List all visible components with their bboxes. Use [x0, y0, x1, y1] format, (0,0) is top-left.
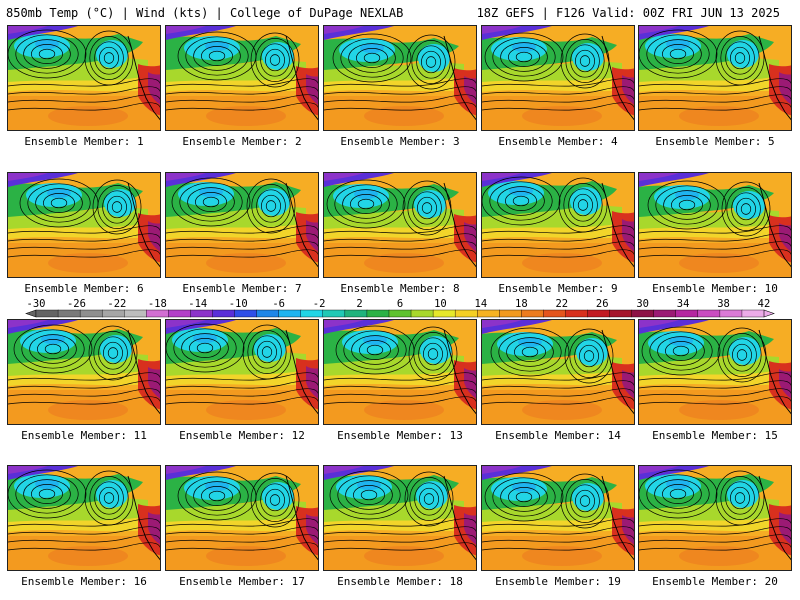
- temperature-colorbar: -30 -26 -22 -18 -14 -10 -6 -2 2 6 10 14 18 22 26 30 34 38…: [0, 296, 800, 322]
- colorbar-segment: [654, 310, 676, 317]
- colorbar-segment: [411, 310, 433, 317]
- ensemble-member-label: Ensemble Member: 4: [481, 135, 635, 149]
- ensemble-member-label: Ensemble Member: 7: [165, 282, 319, 296]
- colorbar-right-arrow: [764, 310, 774, 317]
- colorbar-segment: [632, 310, 654, 317]
- colorbar-left-arrow: [26, 310, 36, 317]
- ensemble-map-panel: [165, 465, 319, 571]
- ensemble-member-label: Ensemble Member: 19: [481, 575, 635, 589]
- colorbar-segment: [676, 310, 698, 317]
- colorbar-tick-label: 38: [717, 298, 730, 310]
- colorbar-tick-label: -22: [107, 298, 126, 310]
- ensemble-member-label: Ensemble Member: 11: [7, 429, 161, 443]
- colorbar-segment: [588, 310, 610, 317]
- colorbar-segment: [742, 310, 764, 317]
- colorbar-tick-label: 34: [677, 298, 690, 310]
- colorbar-segment: [455, 310, 477, 317]
- ensemble-map-panel: [7, 25, 161, 131]
- colorbar-segment: [477, 310, 499, 317]
- colorbar-segment: [543, 310, 565, 317]
- ensemble-map-panel: [323, 465, 477, 571]
- ensemble-map-panel: [638, 465, 792, 571]
- ensemble-member-label: Ensemble Member: 13: [323, 429, 477, 443]
- colorbar-tick-label: 14: [475, 298, 488, 310]
- model-run-info: 18Z GEFS | F126 Valid: 00Z FRI JUN 13 20…: [477, 5, 780, 21]
- ensemble-member-label: Ensemble Member: 14: [481, 429, 635, 443]
- ensemble-map-panel: [7, 319, 161, 425]
- colorbar-segment: [720, 310, 742, 317]
- ensemble-member-label: Ensemble Member: 1: [7, 135, 161, 149]
- colorbar-segment: [168, 310, 190, 317]
- colorbar-segment: [367, 310, 389, 317]
- ensemble-map-panel: [638, 319, 792, 425]
- colorbar-segment: [698, 310, 720, 317]
- ensemble-member-label: Ensemble Member: 10: [638, 282, 792, 296]
- ensemble-member-label: Ensemble Member: 9: [481, 282, 635, 296]
- colorbar-segment: [389, 310, 411, 317]
- colorbar-segment: [257, 310, 279, 317]
- ensemble-map-panel: [481, 465, 635, 571]
- colorbar-tick-label: 10: [434, 298, 447, 310]
- colorbar-tick-label: -14: [188, 298, 207, 310]
- ensemble-member-label: Ensemble Member: 15: [638, 429, 792, 443]
- ensemble-member-label: Ensemble Member: 20: [638, 575, 792, 589]
- ensemble-map-panel: [638, 172, 792, 278]
- ensemble-map-panel: [323, 172, 477, 278]
- map-title: 850mb Temp (°C) | Wind (kts) | College o…: [6, 5, 403, 21]
- colorbar-tick-label: 6: [397, 298, 403, 310]
- colorbar-segment: [235, 310, 257, 317]
- colorbar-segment: [102, 310, 124, 317]
- ensemble-map-panel: [7, 465, 161, 571]
- colorbar-tick-label: -6: [272, 298, 285, 310]
- colorbar-segment: [610, 310, 632, 317]
- colorbar-segment: [212, 310, 234, 317]
- ensemble-map-panel: [165, 319, 319, 425]
- ensemble-member-label: Ensemble Member: 3: [323, 135, 477, 149]
- colorbar-segment: [190, 310, 212, 317]
- colorbar-tick-label: 30: [636, 298, 649, 310]
- colorbar-segment: [521, 310, 543, 317]
- colorbar-segment: [279, 310, 301, 317]
- colorbar-segment: [499, 310, 521, 317]
- ensemble-member-label: Ensemble Member: 5: [638, 135, 792, 149]
- ensemble-member-label: Ensemble Member: 12: [165, 429, 319, 443]
- colorbar-tick-label: 2: [356, 298, 362, 310]
- colorbar-segment: [301, 310, 323, 317]
- ensemble-map-panel: [323, 25, 477, 131]
- ensemble-member-label: Ensemble Member: 2: [165, 135, 319, 149]
- colorbar-segment: [433, 310, 455, 317]
- ensemble-map-panel: [7, 172, 161, 278]
- ensemble-map-panel: [481, 25, 635, 131]
- colorbar-segment: [565, 310, 587, 317]
- colorbar-tick-label: -26: [67, 298, 86, 310]
- colorbar-tick-label: 18: [515, 298, 528, 310]
- colorbar-tick-label: 42: [758, 298, 771, 310]
- ensemble-map-panel: [165, 172, 319, 278]
- colorbar-segment: [58, 310, 80, 317]
- colorbar-tick-label: 22: [555, 298, 568, 310]
- ensemble-map-panel: [481, 172, 635, 278]
- colorbar-segment: [36, 310, 58, 317]
- colorbar-segment: [345, 310, 367, 317]
- ensemble-member-label: Ensemble Member: 17: [165, 575, 319, 589]
- ensemble-map-panel: [481, 319, 635, 425]
- colorbar-tick-label: -2: [313, 298, 326, 310]
- colorbar-tick-label: -10: [229, 298, 248, 310]
- colorbar-tick-label: -30: [27, 298, 46, 310]
- ensemble-member-label: Ensemble Member: 18: [323, 575, 477, 589]
- colorbar-segment: [146, 310, 168, 317]
- ensemble-map-panel: [323, 319, 477, 425]
- ensemble-map-panel: [165, 25, 319, 131]
- colorbar-tick-label: 26: [596, 298, 609, 310]
- colorbar-segment: [80, 310, 102, 317]
- ensemble-member-label: Ensemble Member: 6: [7, 282, 161, 296]
- ensemble-map-panel: [638, 25, 792, 131]
- ensemble-member-label: Ensemble Member: 16: [7, 575, 161, 589]
- colorbar-segment: [124, 310, 146, 317]
- colorbar-segment: [323, 310, 345, 317]
- ensemble-member-label: Ensemble Member: 8: [323, 282, 477, 296]
- colorbar-tick-label: -18: [148, 298, 167, 310]
